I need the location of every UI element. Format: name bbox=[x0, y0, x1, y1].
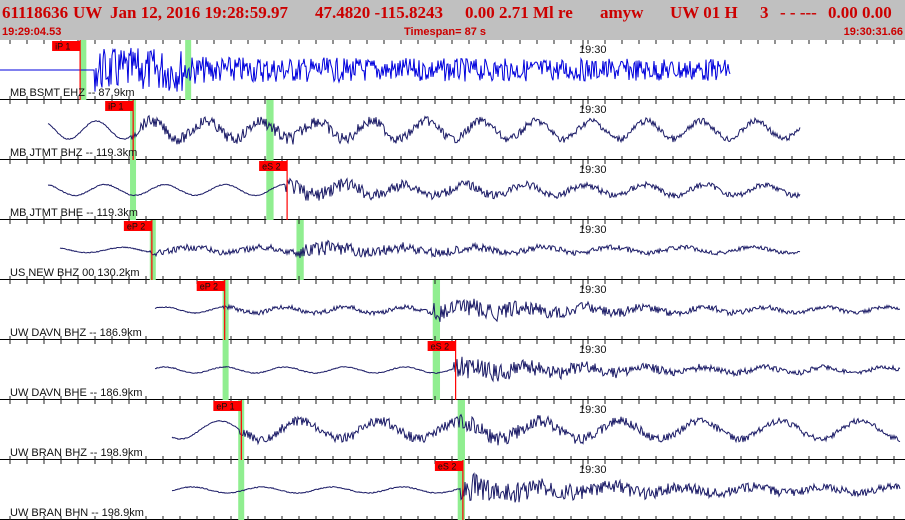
source-code: UW 01 H bbox=[670, 3, 738, 22]
event-latlon: 47.4820 -115.8243 bbox=[315, 3, 443, 22]
time-window-band bbox=[296, 220, 304, 280]
origin-datetime: Jan 12, 2016 19:28:59.97 bbox=[110, 3, 289, 22]
phase-pick-flag bbox=[105, 101, 134, 111]
time-window-band bbox=[457, 400, 465, 460]
timespan: Timespan= 87 s bbox=[404, 26, 487, 38]
phase-pick-flag bbox=[123, 221, 152, 231]
station-panel: 19:30 eP 2 US NEW BHZ 00 130.2km bbox=[0, 220, 905, 280]
time-window-band bbox=[266, 100, 274, 160]
station-panel: 19:30 eS 2 UW BRAN BHN -- 198.9km bbox=[0, 460, 905, 520]
event-id: 61118636 bbox=[2, 3, 69, 22]
network-code: UW bbox=[73, 3, 103, 22]
event-header: 61118636 UW Jan 12, 2016 19:28:59.97 47.… bbox=[0, 0, 905, 40]
depth-magnitude: 0.00 2.71 Ml re bbox=[465, 3, 573, 22]
waveform-trace bbox=[154, 356, 901, 383]
station-channel-label: US NEW BHZ 00 130.2km bbox=[10, 267, 140, 279]
minute-tick-label: 19:30 bbox=[579, 404, 607, 416]
waveform-trace bbox=[171, 472, 901, 503]
seismogram-panels: 19:30 iP 1 MB BSMT EHZ -- 87.9km 19:30 iP 1 M… bbox=[0, 40, 905, 520]
station-channel-label: UW DAVN BHZ -- 186.9km bbox=[10, 327, 142, 339]
time-window-band bbox=[238, 460, 245, 520]
minute-tick-label: 19:30 bbox=[579, 464, 607, 476]
station-channel-label: UW BRAN BHN -- 198.9km bbox=[10, 507, 144, 519]
time-window-band bbox=[432, 340, 441, 400]
end-time: 19:30:31.66 bbox=[843, 26, 903, 38]
phase-pick-flag bbox=[427, 341, 456, 351]
phase-pick-label: iP 1 bbox=[108, 102, 123, 112]
time-window-band bbox=[130, 160, 137, 220]
phase-pick-flag bbox=[196, 281, 225, 291]
phase-pick-flag bbox=[259, 161, 288, 171]
time-window-band bbox=[457, 460, 465, 520]
minute-tick-label: 19:30 bbox=[579, 104, 607, 116]
station-channel-label: MB BSMT EHZ -- 87.9km bbox=[10, 87, 134, 99]
station-channel-label: UW DAVN BHE -- 186.9km bbox=[10, 387, 142, 399]
time-window-band bbox=[432, 280, 441, 340]
station-channel-label: MB JTMT BHE -- 119.3km bbox=[10, 207, 138, 219]
phase-pick-label: eP 2 bbox=[127, 222, 145, 232]
waveform-trace bbox=[154, 298, 901, 323]
time-window-band bbox=[222, 340, 229, 400]
minute-tick-label: 19:30 bbox=[579, 284, 607, 296]
time-window-band bbox=[222, 280, 229, 340]
phase-pick-label: eP 2 bbox=[200, 282, 218, 292]
phase-pick-label: eS 2 bbox=[438, 462, 457, 472]
time-window-band bbox=[149, 220, 156, 280]
station-panel: 19:30 iP 1 MB JTMT BHZ -- 119.3km bbox=[0, 100, 905, 160]
station-panel: 19:30 eP 1 UW BRAN BHZ -- 198.9km bbox=[0, 400, 905, 460]
version-number: 3 bbox=[760, 3, 769, 22]
phase-pick-label: eS 2 bbox=[431, 342, 450, 352]
phase-pick-label: eS 2 bbox=[262, 162, 281, 172]
minute-tick-label: 19:30 bbox=[579, 344, 607, 356]
station-panel: 19:30 iP 1 MB BSMT EHZ -- 87.9km bbox=[0, 40, 905, 100]
station-panel: 19:30 eS 2 UW DAVN BHE -- 186.9km bbox=[0, 340, 905, 400]
error-values: 0.00 0.00 bbox=[828, 3, 892, 22]
minute-tick-label: 19:30 bbox=[579, 44, 607, 56]
phase-pick-flag bbox=[213, 401, 242, 411]
phase-pick-flag bbox=[52, 41, 81, 51]
waveform-trace bbox=[47, 114, 801, 145]
station-channel-label: UW BRAN BHZ -- 198.9km bbox=[10, 447, 143, 459]
minute-tick-label: 19:30 bbox=[579, 164, 607, 176]
phase-pick-label: eP 1 bbox=[216, 402, 234, 412]
waveform-trace bbox=[171, 413, 901, 446]
waveform-trace bbox=[0, 47, 731, 92]
phase-pick-flag bbox=[434, 461, 463, 471]
minute-tick-label: 19:30 bbox=[579, 224, 607, 236]
waveform-trace bbox=[59, 239, 801, 259]
station-panel: 19:30 eS 2 MB JTMT BHE -- 119.3km bbox=[0, 160, 905, 220]
waveform-trace bbox=[47, 177, 801, 201]
station-panel: 19:30 eP 2 UW DAVN BHZ -- 186.9km bbox=[0, 280, 905, 340]
status-flags: - - --- bbox=[780, 3, 817, 22]
analyst-name: amyw bbox=[600, 3, 644, 22]
start-time: 19:29:04.53 bbox=[2, 26, 62, 38]
station-channel-label: MB JTMT BHZ -- 119.3km bbox=[10, 147, 137, 159]
phase-pick-label: iP 1 bbox=[55, 42, 70, 52]
